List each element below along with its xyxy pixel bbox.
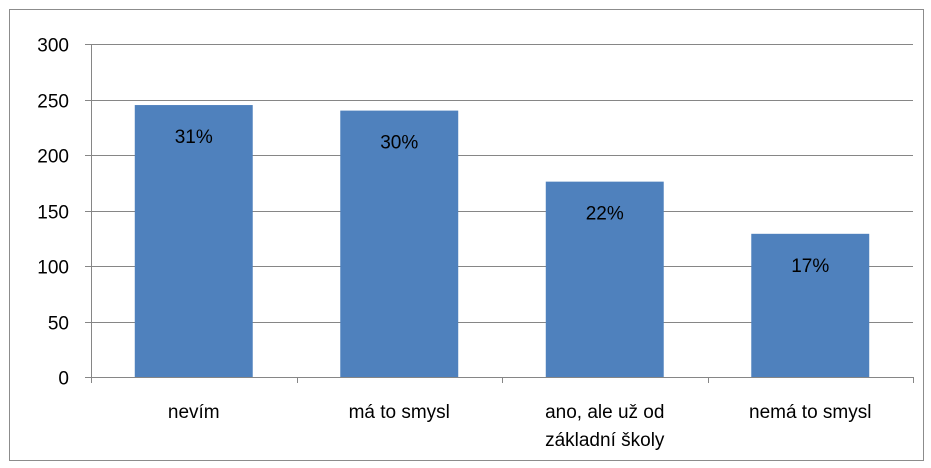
- y-tick-label-200: 200: [37, 147, 69, 168]
- category-label-2: ano, ale už od základní školy: [545, 402, 665, 451]
- bar-0: [134, 105, 253, 378]
- bar-3: [751, 233, 870, 377]
- category-label-0: nevím: [168, 402, 220, 423]
- bar-1: [340, 110, 459, 377]
- y-tick-label-300: 300: [37, 36, 69, 57]
- y-tick-label-50: 50: [48, 314, 69, 335]
- data-label-0: 31%: [175, 127, 213, 148]
- y-tick-label-250: 250: [37, 92, 69, 113]
- y-axis-ticks: 0 50 100 150 200 250 300: [37, 36, 91, 390]
- data-label-2: 22%: [586, 204, 624, 225]
- data-label-3: 17%: [791, 256, 829, 277]
- x-axis: [91, 44, 914, 383]
- bar-2: [545, 181, 664, 377]
- category-label-1: má to smysl: [349, 402, 450, 423]
- category-label-3: nemá to smysl: [749, 402, 871, 423]
- y-tick-label-0: 0: [58, 369, 69, 390]
- data-labels: 31% 30% 22% 17%: [175, 127, 830, 277]
- data-label-1: 30%: [380, 133, 418, 154]
- y-tick-label-100: 100: [37, 258, 69, 279]
- bars: [134, 105, 870, 378]
- y-tick-label-150: 150: [37, 203, 69, 224]
- category-labels: nevím má to smysl ano, ale už od základní š…: [168, 402, 872, 451]
